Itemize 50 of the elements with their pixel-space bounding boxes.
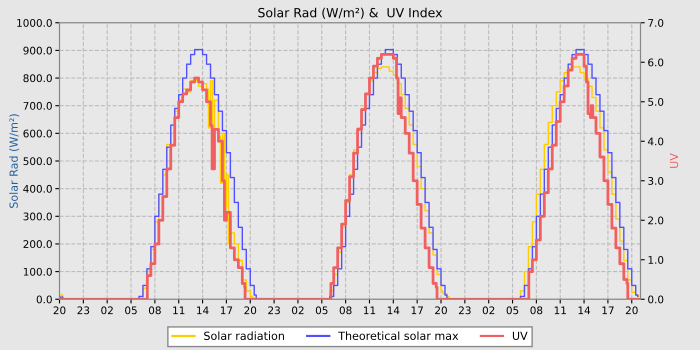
x-tick-label: 20 [244,306,256,314]
y2-tick-label: 0.0 [648,295,664,304]
y2-tick-label: 2.0 [648,216,664,224]
legend-label: Theoretical solar max [338,331,458,340]
x-tick-label: 08 [340,306,352,314]
x-tick-label: 23 [77,306,90,314]
x-tick-label: 05 [316,306,328,314]
x-tick-label: 14 [578,306,590,314]
y-tick-label: 100.0 [24,268,52,276]
chart-title: Solar Rad (W/m²) & UV Index [258,8,442,19]
y-axis-title: Solar Rad (W/m²) [9,114,20,208]
legend-label: Solar radiation [204,331,284,340]
x-tick-label: 20 [54,306,66,314]
x-tick-label: 14 [388,306,400,314]
x-tick-label: 02 [101,306,113,314]
x-tick-label: 05 [506,306,518,314]
y2-tick-label: 6.0 [648,58,664,66]
y-tick-label: 900.0 [23,46,52,55]
x-tick-label: 02 [482,306,494,314]
x-tick-label: 05 [125,306,137,314]
y-tick-label: 200.0 [24,240,52,248]
x-tick-label: 08 [148,306,161,314]
x-tick-label: 23 [268,306,280,314]
y-tick-label: 500.0 [24,157,52,166]
x-tick-label: 20 [626,306,638,314]
y-tick-label: 300.0 [24,212,52,220]
y-tick-label: 0.0 [36,295,52,304]
x-tick-label: 17 [602,306,614,314]
y-tick-label: 800.0 [23,74,52,82]
x-tick-label: 11 [173,306,184,314]
legend-label: UV [512,332,528,340]
y2-tick-label: 5.0 [648,98,664,106]
y2-tick-label: 7.0 [648,18,664,27]
y-tick-label: 400.0 [23,184,52,193]
x-tick-label: 08 [530,306,542,314]
y-tick-label: 600.0 [23,130,52,138]
y2-tick-label: 1.0 [648,256,664,264]
x-tick-label: 02 [292,306,304,314]
x-tick-label: 14 [197,306,209,314]
x-tick-label: 23 [458,306,471,314]
x-tick-label: 17 [220,306,232,314]
x-tick-label: 17 [412,306,423,314]
y-tick-label: 700.0 [24,102,52,110]
x-tick-label: 20 [435,306,447,314]
y2-tick-label: 3.0 [648,176,664,185]
y2-axis-title: UV [670,153,678,168]
x-tick-label: 11 [364,306,376,314]
y2-tick-label: 4.0 [648,137,664,146]
x-tick-label: 11 [554,306,566,314]
y-tick-label: 1000.0 [17,18,52,27]
